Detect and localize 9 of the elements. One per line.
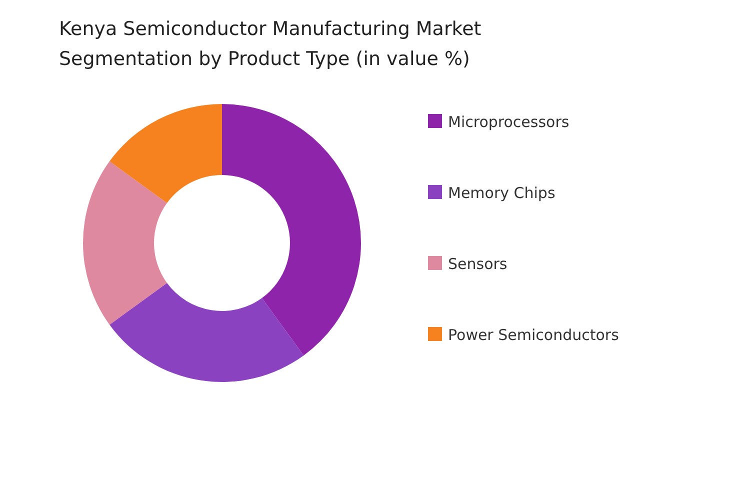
donut-slice [110,282,304,382]
legend-label: Sensors [448,255,508,273]
legend-label: Power Semiconductors [448,326,620,344]
donut-slice [83,161,167,325]
donut-slice [222,104,361,356]
legend-label: Microprocessors [448,113,570,131]
donut-slice [110,104,222,204]
chart-title: Kenya Semiconductor Manufacturing Market Segmentation by Product Type (in value %) [59,18,482,70]
legend-label: Memory Chips [448,184,556,202]
